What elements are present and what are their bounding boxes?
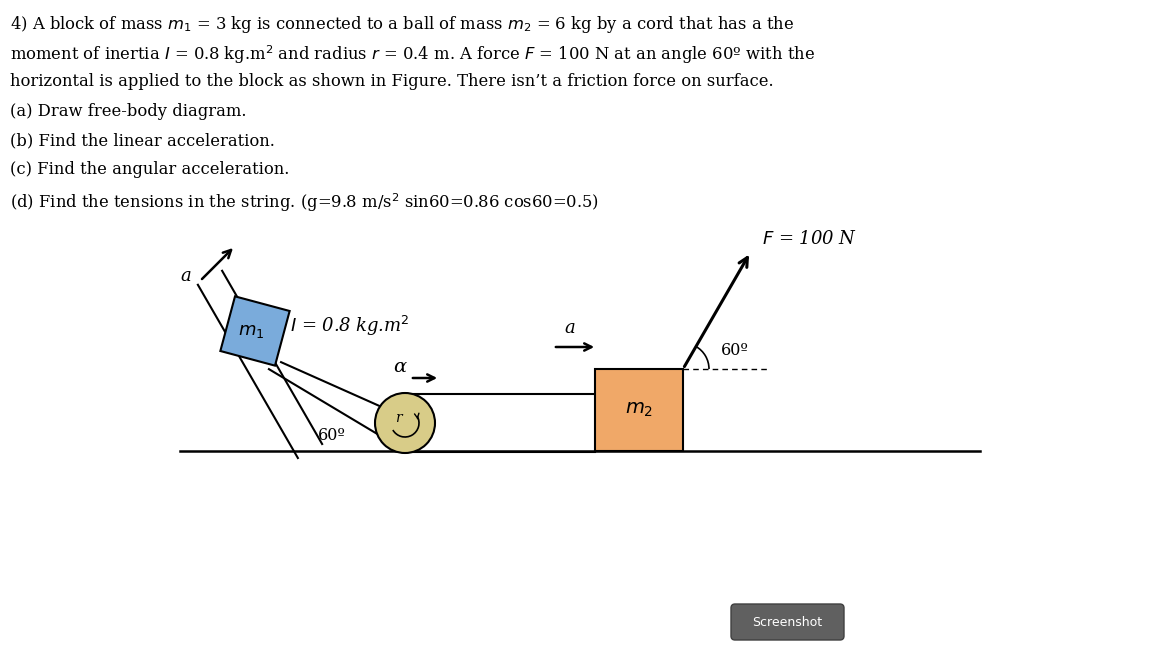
Text: r: r: [394, 411, 401, 425]
Text: α: α: [393, 358, 406, 376]
Text: (b) Find the linear acceleration.: (b) Find the linear acceleration.: [10, 132, 275, 149]
Text: $F$ = 100 N: $F$ = 100 N: [762, 230, 857, 248]
Text: moment of inertia $I$ = 0.8 kg.m$^2$ and radius $r$ = 0.4 m. A force $F$ = 100 N: moment of inertia $I$ = 0.8 kg.m$^2$ and…: [10, 43, 815, 66]
FancyBboxPatch shape: [731, 604, 844, 640]
Text: $I$ = 0.8 kg.m$^2$: $I$ = 0.8 kg.m$^2$: [290, 314, 409, 338]
FancyBboxPatch shape: [595, 369, 683, 451]
Text: horizontal is applied to the block as shown in Figure. There isn’t a friction fo: horizontal is applied to the block as sh…: [10, 73, 774, 90]
Text: 4) A block of mass $m_1$ = 3 kg is connected to a ball of mass $m_2$ = 6 kg by a: 4) A block of mass $m_1$ = 3 kg is conne…: [10, 14, 795, 35]
Text: (d) Find the tensions in the string. (g=9.8 m/s$^2$ sin60=0.86 cos60=0.5): (d) Find the tensions in the string. (g=…: [10, 191, 599, 214]
Text: (c) Find the angular acceleration.: (c) Find the angular acceleration.: [10, 161, 289, 178]
Text: a: a: [565, 319, 575, 337]
Text: $m_1$: $m_1$: [238, 322, 264, 340]
Circle shape: [375, 393, 435, 453]
Text: a: a: [181, 267, 191, 285]
Text: $m_2$: $m_2$: [625, 401, 653, 419]
Text: 60º: 60º: [722, 342, 749, 359]
Text: 60º: 60º: [318, 427, 346, 444]
Polygon shape: [220, 297, 290, 365]
Text: Screenshot: Screenshot: [753, 615, 822, 628]
Text: (a) Draw free-body diagram.: (a) Draw free-body diagram.: [10, 102, 246, 119]
